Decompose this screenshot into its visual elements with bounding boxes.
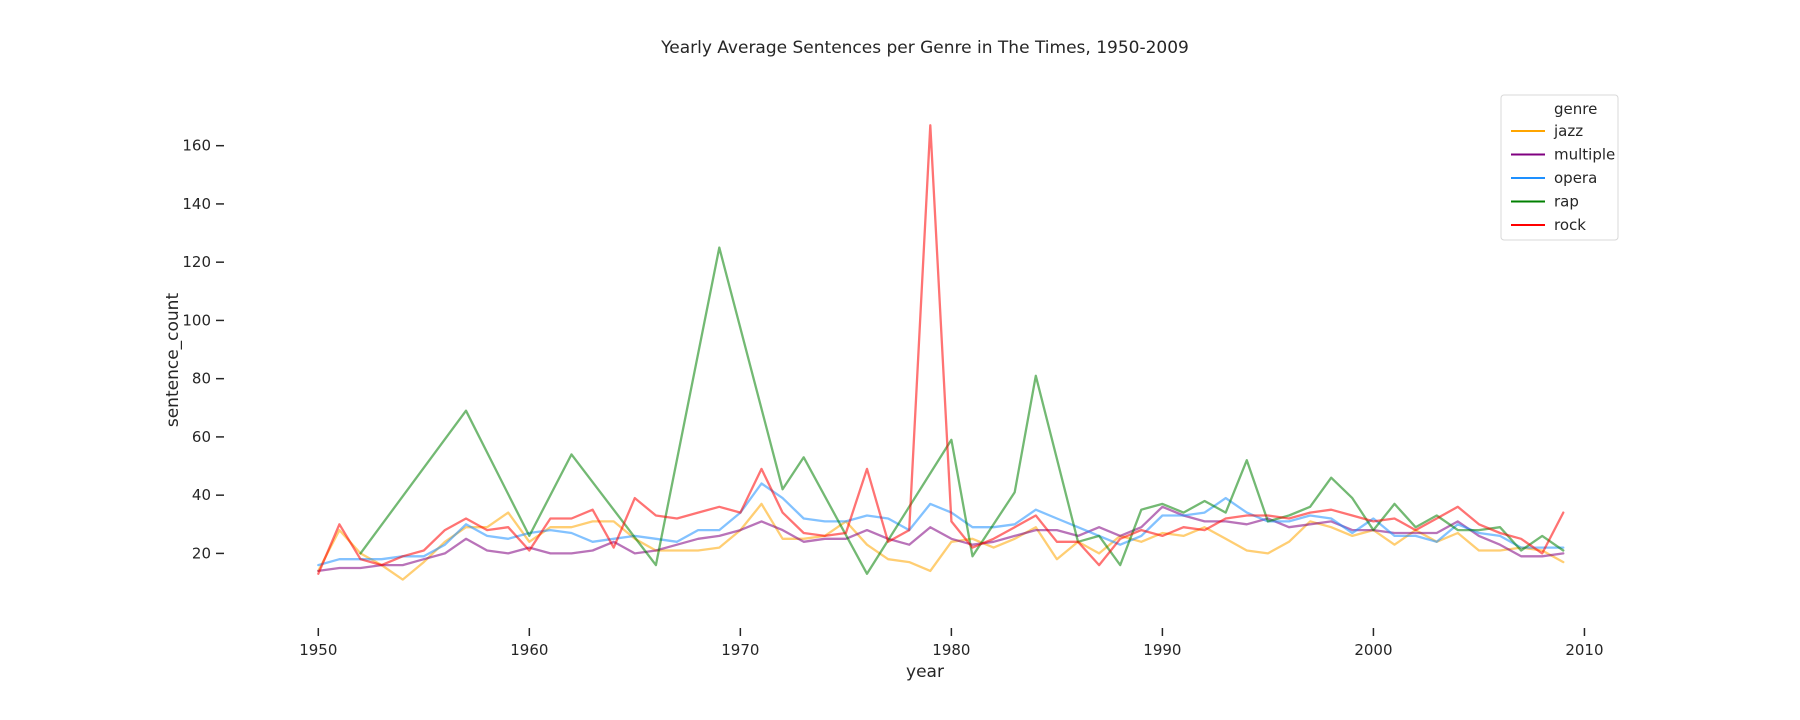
y-tick-label: 60 — [192, 428, 211, 446]
x-tick-label: 1950 — [299, 641, 337, 659]
legend-label-multiple: multiple — [1554, 146, 1615, 164]
x-tick-label: 1960 — [510, 641, 548, 659]
plot-lines — [317, 124, 1565, 581]
legend-label-jazz: jazz — [1553, 122, 1583, 140]
x-tick-label: 1990 — [1143, 641, 1181, 659]
legend-items: jazz multiple opera rap rock — [1511, 122, 1615, 234]
y-tick-label: 40 — [192, 486, 211, 504]
legend-label-rap: rap — [1554, 193, 1579, 211]
x-tick-label: 1970 — [721, 641, 759, 659]
series-line-rap — [359, 246, 1565, 575]
y-axis-label: sentence_count — [163, 293, 183, 428]
x-tick-label: 1980 — [932, 641, 970, 659]
x-axis-label: year — [906, 662, 944, 682]
series-line-rock — [317, 124, 1565, 575]
x-axis: 1950 1960 1970 1980 1990 2000 2010 — [299, 628, 1604, 659]
legend-label-rock: rock — [1554, 216, 1586, 234]
y-tick-label: 20 — [192, 544, 211, 562]
y-tick-label: 160 — [182, 137, 211, 155]
series-line-jazz — [317, 502, 1565, 581]
y-tick-label: 80 — [192, 370, 211, 388]
series-line-opera — [317, 482, 1565, 567]
y-axis: 20 40 60 80 100 120 140 160 — [182, 137, 224, 562]
chart-title: Yearly Average Sentences per Genre in Th… — [660, 38, 1189, 58]
y-tick-label: 100 — [182, 311, 211, 329]
y-tick-label: 120 — [182, 253, 211, 271]
y-tick-label: 140 — [182, 195, 211, 213]
legend-title: genre — [1554, 100, 1597, 118]
x-tick-label: 2010 — [1565, 641, 1603, 659]
legend-label-opera: opera — [1554, 169, 1597, 187]
legend: genre jazz multiple opera rap rock — [1500, 94, 1619, 241]
x-tick-label: 2000 — [1354, 641, 1392, 659]
